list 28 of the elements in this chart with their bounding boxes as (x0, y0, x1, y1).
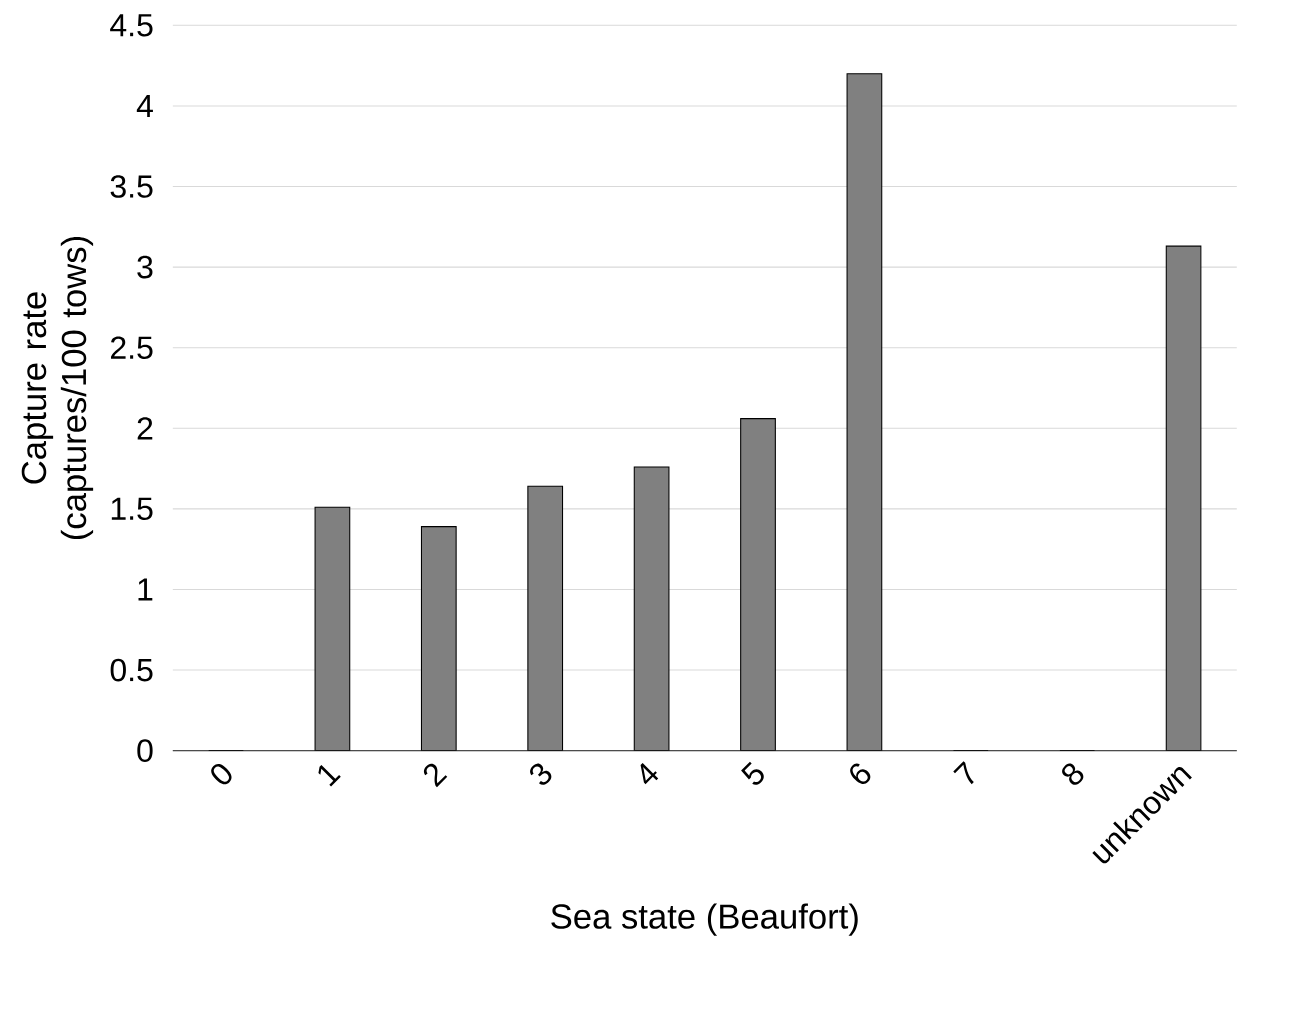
y-tick-label: 4 (136, 94, 153, 117)
y-axis-title: Capture rate (captures/100 tows) (21, 237, 94, 540)
x-axis-title: Sea state (Beaufort) (551, 903, 858, 936)
x-tick-label: 3 (530, 763, 552, 785)
bar (314, 506, 351, 751)
bar (527, 485, 564, 751)
y-tick-label: 1.5 (111, 497, 153, 521)
x-tick-label: 2 (423, 763, 448, 788)
y-tick-label: 3 (137, 255, 153, 279)
y-tick-label: 1 (138, 578, 153, 601)
y-tick-label: 2 (137, 417, 153, 440)
x-tick-label: 8 (1062, 763, 1084, 785)
bar (846, 73, 883, 751)
x-tick-label: 1 (318, 764, 341, 787)
x-tick-label: 7 (953, 761, 974, 785)
y-tick-label: 0.5 (110, 658, 153, 682)
bar (633, 466, 670, 751)
y-tick-label: 4.5 (110, 14, 153, 37)
bar (1165, 245, 1202, 751)
y-tick-label: 3.5 (110, 175, 153, 198)
bar (740, 418, 776, 751)
x-tick-label: 4 (640, 762, 659, 785)
bar (420, 526, 457, 751)
x-tick-label: 0 (211, 763, 232, 785)
y-tick-label: 2.5 (111, 336, 153, 360)
x-tick-label: 5 (741, 761, 764, 785)
x-tick-label: 6 (850, 763, 871, 785)
y-tick-label: 0 (137, 739, 153, 762)
